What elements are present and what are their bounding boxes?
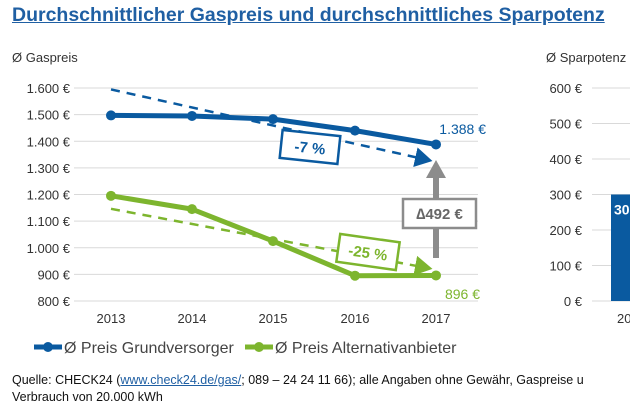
right-x-tick-label: 20: [617, 311, 630, 326]
legend-label: Ø Preis Alternativanbieter: [275, 340, 457, 357]
right-y-tick-label: 100 €: [549, 259, 582, 274]
source-line-2: Verbrauch von 20.000 kWh: [12, 390, 163, 404]
right-y-tick-label: 200 €: [549, 223, 582, 238]
data-point: [187, 204, 197, 215]
y-tick-label: 900 €: [37, 267, 70, 282]
source-prefix: Quelle: CHECK24 (: [12, 373, 121, 387]
trend-grundversorger-box: [278, 128, 342, 166]
trend-grundversorger-label: -7 %: [294, 138, 326, 158]
y-tick-label: 1.200 €: [27, 188, 71, 203]
right-y-tick-label: 600 €: [549, 81, 582, 96]
y-axis-title: Ø Gaspreis: [12, 50, 78, 65]
y-tick-label: 1.000 €: [27, 241, 71, 256]
savings-bar: [611, 194, 630, 301]
data-point: [268, 236, 278, 247]
data-point: [350, 125, 360, 136]
legend-swatch-dot: [254, 342, 264, 352]
data-point: [350, 270, 360, 281]
y-tick-label: 1.400 €: [27, 134, 71, 149]
y-tick-label: 1.100 €: [27, 214, 71, 229]
data-point: [187, 110, 197, 121]
y-tick-label: 1.500 €: [27, 108, 71, 123]
end-label-grundversorger: 1.388 €: [439, 121, 486, 137]
end-label-alternativ: 896 €: [445, 286, 480, 302]
data-point: [106, 110, 116, 121]
difference-label: ∆492 €: [416, 206, 463, 223]
savings-bar-label: 30: [614, 202, 630, 218]
right-y-tick-label: 500 €: [549, 117, 582, 132]
data-point: [106, 190, 116, 201]
source-link[interactable]: www.check24.de/gas/: [120, 373, 242, 387]
source-suffix: ; 089 – 24 24 11 66); alle Angaben ohne …: [241, 373, 584, 387]
source-line-1: Quelle: CHECK24 (www.check24.de/gas/; 08…: [12, 373, 584, 387]
legend-label: Ø Preis Grundversorger: [64, 340, 235, 357]
right-y-tick-label: 0 €: [564, 294, 583, 309]
x-tick-label: 2017: [422, 311, 451, 326]
trend-alternativ: -25 %: [334, 232, 402, 272]
x-tick-label: 2015: [259, 311, 288, 326]
trend-alternativ-box: [334, 232, 402, 272]
difference-arrow-head: [426, 160, 446, 178]
trend-grundversorger: -7 %: [278, 128, 342, 166]
x-tick-label: 2014: [178, 311, 207, 326]
right-y-axis-title: Ø Sparpotenz: [546, 50, 626, 65]
right-y-tick-label: 300 €: [549, 188, 582, 203]
y-tick-label: 800 €: [37, 294, 70, 309]
data-point: [431, 270, 441, 281]
right-y-tick-label: 400 €: [549, 152, 582, 167]
trend-alternativ-label: -25 %: [347, 242, 388, 264]
y-tick-label: 1.300 €: [27, 161, 71, 176]
page-title: Durchschnittlicher Gaspreis und durchsch…: [12, 4, 605, 26]
difference-box: [401, 197, 478, 230]
y-tick-label: 1.600 €: [27, 81, 71, 96]
x-tick-label: 2013: [97, 311, 126, 326]
trend-line: [110, 88, 433, 167]
data-point: [268, 114, 278, 125]
x-tick-label: 2016: [341, 311, 370, 326]
data-point: [431, 139, 441, 150]
legend-swatch-dot: [43, 342, 53, 352]
